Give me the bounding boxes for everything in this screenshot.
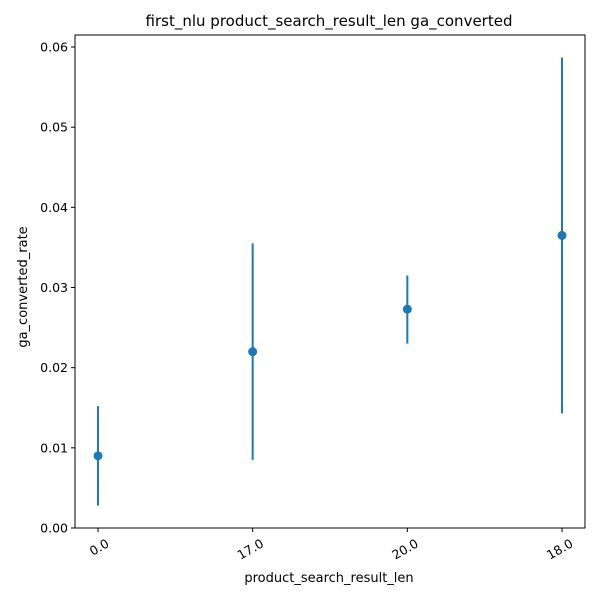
- y-tick-label: 0.06: [40, 40, 68, 55]
- data-point: [93, 451, 103, 461]
- x-tick-label: 0.0: [87, 536, 112, 559]
- plot-frame: [74, 34, 586, 529]
- data-point: [557, 230, 567, 240]
- y-tick-label: 0.03: [40, 280, 68, 295]
- chart-title: first_nlu product_search_result_len ga_c…: [146, 12, 513, 31]
- y-tick-label: 0.00: [40, 521, 68, 536]
- x-tick-label: 18.0: [544, 536, 576, 563]
- y-tick-label: 0.05: [40, 120, 68, 135]
- y-tick-label: 0.02: [40, 360, 68, 375]
- y-tick-label: 0.01: [40, 440, 68, 455]
- data-point: [248, 347, 258, 357]
- x-tick-label: 17.0: [235, 536, 267, 563]
- data-point: [402, 304, 412, 314]
- y-axis-label: ga_converted_rate: [16, 226, 31, 347]
- plot-area: 0.00 0.01 0.02 0.03 0.04 0.05 0.06 0.0 17.0 20.0 1…: [40, 34, 586, 563]
- x-axis-label: product_search_result_len: [244, 571, 413, 586]
- x-tick-label: 20.0: [389, 536, 421, 563]
- y-tick-label: 0.04: [40, 200, 68, 215]
